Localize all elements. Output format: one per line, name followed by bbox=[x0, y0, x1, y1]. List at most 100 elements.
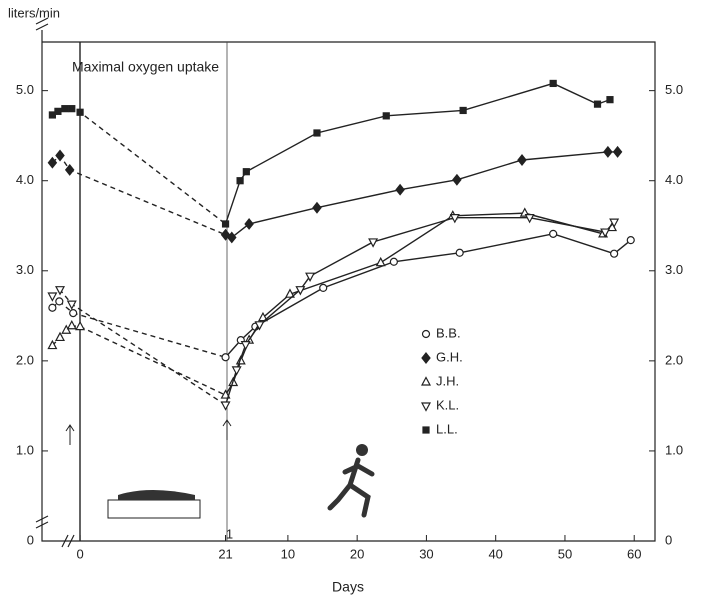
x-tick-label: 30 bbox=[419, 546, 433, 561]
marker bbox=[220, 228, 231, 241]
marker bbox=[47, 156, 58, 169]
x-tick-label: 21 bbox=[218, 546, 232, 561]
chart-title: Maximal oxygen uptake bbox=[72, 59, 219, 75]
y2-tick-label: 5.0 bbox=[665, 82, 683, 97]
marker bbox=[593, 100, 602, 108]
series-line bbox=[224, 216, 615, 406]
y2-tick-label: 0 bbox=[665, 532, 672, 547]
y2-tick-label: 4.0 bbox=[665, 172, 683, 187]
marker bbox=[242, 168, 250, 176]
y-tick-label: 0 bbox=[27, 532, 34, 547]
marker bbox=[549, 79, 557, 88]
marker bbox=[452, 173, 462, 186]
marker bbox=[603, 145, 613, 158]
legend-marker bbox=[421, 376, 431, 386]
runner-icon bbox=[327, 444, 375, 518]
y-tick-label: 4.0 bbox=[16, 172, 34, 187]
marker bbox=[368, 238, 379, 248]
legend-label: K.L. bbox=[436, 397, 459, 412]
marker bbox=[254, 321, 265, 331]
marker bbox=[455, 248, 464, 257]
marker bbox=[305, 272, 316, 282]
marker bbox=[220, 401, 231, 411]
series-line-bed-rest bbox=[51, 324, 226, 396]
legend-marker bbox=[421, 352, 431, 364]
marker bbox=[47, 292, 58, 302]
marker bbox=[55, 331, 66, 342]
legend-label: B.B. bbox=[436, 325, 461, 340]
marker bbox=[64, 163, 75, 176]
marker bbox=[55, 286, 66, 296]
marker bbox=[244, 217, 254, 230]
series-line bbox=[224, 82, 611, 225]
x-tick-label: 1 bbox=[226, 526, 233, 541]
x-tick-label: 20 bbox=[350, 546, 364, 561]
marker bbox=[221, 353, 230, 362]
marker bbox=[240, 341, 251, 351]
marker bbox=[48, 303, 57, 312]
marker bbox=[610, 249, 619, 258]
frame bbox=[35, 17, 656, 548]
series-line-bed-rest bbox=[51, 288, 226, 406]
marker bbox=[606, 96, 614, 104]
series-line-bed-rest bbox=[52, 107, 226, 225]
marker bbox=[221, 220, 230, 228]
marker bbox=[609, 218, 620, 228]
marker bbox=[257, 311, 268, 322]
series-line-bed-rest bbox=[51, 300, 226, 358]
y-tick-label: 1.0 bbox=[16, 442, 34, 457]
marker bbox=[395, 183, 405, 196]
legend-marker bbox=[421, 402, 431, 412]
legend-marker bbox=[421, 329, 431, 339]
marker bbox=[66, 300, 77, 310]
x-tick-label: 60 bbox=[627, 546, 641, 561]
marker bbox=[295, 286, 306, 296]
marker bbox=[312, 201, 322, 214]
y2-tick-label: 1.0 bbox=[665, 442, 683, 457]
x-tick-label: 40 bbox=[488, 546, 502, 561]
marker bbox=[227, 231, 237, 244]
marker bbox=[449, 214, 460, 224]
marker bbox=[313, 129, 321, 137]
legend-label: G.H. bbox=[436, 349, 463, 364]
marker bbox=[236, 177, 244, 185]
marker bbox=[319, 283, 328, 292]
series-line-bed-rest bbox=[51, 154, 226, 236]
series-line bbox=[225, 151, 618, 239]
x-axis-label: Days bbox=[332, 579, 364, 595]
marker bbox=[55, 297, 64, 306]
marker bbox=[68, 105, 76, 113]
y-tick-label: 2.0 bbox=[16, 352, 34, 367]
marker bbox=[47, 339, 58, 350]
y2-tick-label: 2.0 bbox=[665, 352, 683, 367]
marker bbox=[61, 105, 69, 113]
marker bbox=[231, 366, 242, 376]
marker bbox=[389, 257, 398, 266]
y-tick-label: 3.0 bbox=[16, 262, 34, 277]
y2-tick-label: 3.0 bbox=[665, 262, 683, 277]
marker bbox=[626, 236, 635, 245]
marker bbox=[69, 309, 78, 318]
legend-marker bbox=[422, 426, 430, 434]
y-tick-label: 5.0 bbox=[16, 82, 34, 97]
bed-icon bbox=[107, 490, 201, 519]
legend-label: J.H. bbox=[436, 373, 459, 388]
marker bbox=[549, 229, 558, 238]
marker bbox=[220, 389, 231, 399]
marker bbox=[600, 228, 611, 238]
marker bbox=[61, 324, 72, 334]
marker bbox=[517, 154, 527, 166]
marker bbox=[55, 149, 65, 162]
y-axis-label: liters/min bbox=[8, 5, 60, 20]
x-tick-label: 0 bbox=[76, 546, 83, 561]
marker bbox=[48, 111, 56, 119]
marker bbox=[459, 106, 467, 115]
x-tick-label: 10 bbox=[281, 546, 295, 561]
x-tick-label: 50 bbox=[558, 546, 572, 561]
legend-label: L.L. bbox=[436, 421, 458, 436]
marker bbox=[66, 319, 77, 330]
marker bbox=[612, 145, 623, 158]
marker bbox=[54, 107, 62, 115]
marker bbox=[382, 112, 390, 120]
marker bbox=[76, 108, 84, 116]
